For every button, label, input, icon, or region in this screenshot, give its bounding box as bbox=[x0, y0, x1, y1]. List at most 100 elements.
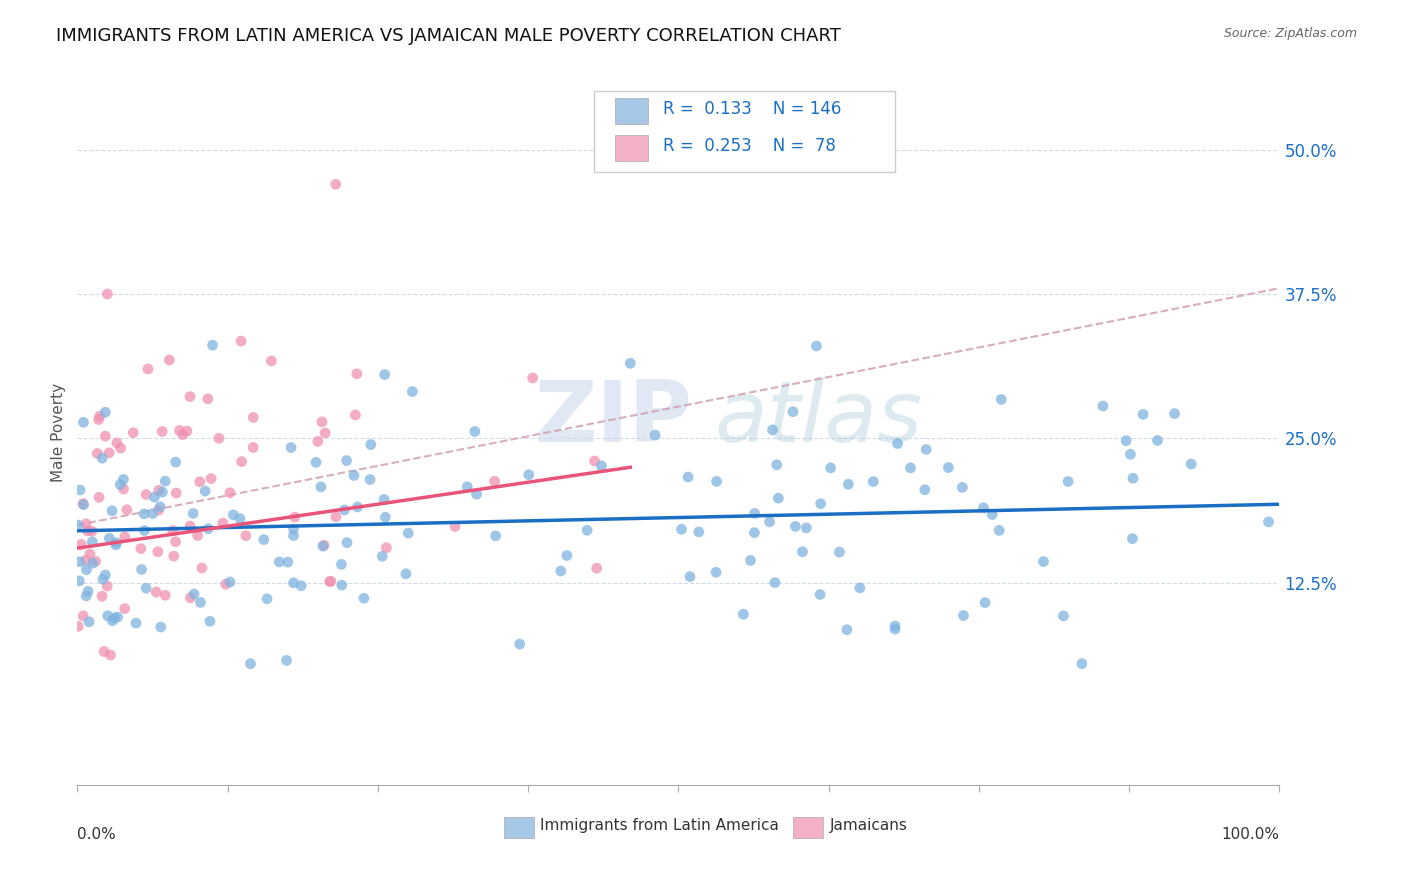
Point bbox=[125, 616, 148, 631]
Point bbox=[122, 425, 145, 440]
Point bbox=[86, 446, 108, 460]
Y-axis label: Male Poverty: Male Poverty bbox=[51, 383, 66, 483]
Point bbox=[82, 534, 104, 549]
Point bbox=[644, 428, 666, 442]
Point bbox=[283, 575, 305, 590]
Point bbox=[89, 409, 111, 424]
Point bbox=[239, 657, 262, 671]
Point bbox=[191, 561, 214, 575]
Point bbox=[484, 474, 506, 488]
Point bbox=[162, 524, 184, 538]
Point bbox=[222, 508, 245, 522]
Point bbox=[146, 545, 169, 559]
Point bbox=[98, 531, 121, 545]
Point bbox=[353, 591, 375, 606]
Point bbox=[112, 473, 135, 487]
Point bbox=[886, 436, 908, 450]
Point bbox=[359, 473, 381, 487]
Point bbox=[509, 637, 531, 651]
Point bbox=[820, 460, 842, 475]
Point bbox=[1115, 434, 1137, 448]
Point bbox=[93, 644, 115, 658]
Point bbox=[688, 524, 710, 539]
Point bbox=[330, 578, 353, 592]
Point bbox=[149, 500, 172, 514]
Point bbox=[280, 441, 302, 455]
Point bbox=[550, 564, 572, 578]
Point bbox=[169, 424, 191, 438]
Point bbox=[155, 474, 177, 488]
Point bbox=[346, 500, 368, 514]
Point bbox=[763, 575, 786, 590]
Point bbox=[318, 574, 340, 589]
Point bbox=[150, 425, 173, 439]
Point bbox=[110, 441, 132, 455]
Point bbox=[190, 595, 212, 609]
Point bbox=[104, 611, 127, 625]
Point bbox=[808, 587, 831, 601]
Point bbox=[1070, 657, 1092, 671]
Point bbox=[114, 601, 136, 615]
Point bbox=[229, 511, 252, 525]
Point bbox=[1122, 471, 1144, 485]
Point bbox=[305, 455, 328, 469]
Point bbox=[242, 441, 264, 455]
Point bbox=[862, 475, 884, 489]
Point bbox=[69, 483, 91, 497]
Point bbox=[375, 541, 398, 555]
Point bbox=[914, 483, 936, 497]
Point bbox=[988, 524, 1011, 538]
Point bbox=[260, 354, 283, 368]
Point bbox=[176, 424, 198, 438]
Point bbox=[972, 500, 994, 515]
Point bbox=[77, 584, 100, 599]
Point bbox=[522, 371, 544, 385]
Point bbox=[465, 487, 488, 501]
Bar bbox=[614, 97, 648, 124]
Text: R =  0.253    N =  78: R = 0.253 N = 78 bbox=[662, 136, 835, 155]
Point bbox=[1052, 608, 1074, 623]
Point bbox=[66, 518, 89, 533]
Point bbox=[485, 529, 508, 543]
Point bbox=[884, 622, 907, 636]
Point bbox=[79, 547, 101, 561]
Point bbox=[782, 405, 804, 419]
Point bbox=[72, 498, 94, 512]
Point bbox=[360, 437, 382, 451]
Point bbox=[72, 497, 94, 511]
Point bbox=[283, 528, 305, 542]
Point bbox=[464, 425, 486, 439]
Point bbox=[150, 485, 173, 500]
Text: IMMIGRANTS FROM LATIN AMERICA VS JAMAICAN MALE POVERTY CORRELATION CHART: IMMIGRANTS FROM LATIN AMERICA VS JAMAICA… bbox=[56, 27, 841, 45]
Point bbox=[283, 522, 305, 536]
Point bbox=[212, 516, 235, 530]
Point bbox=[837, 477, 859, 491]
Point bbox=[149, 620, 172, 634]
Point bbox=[915, 442, 938, 457]
Point bbox=[91, 451, 114, 466]
Point bbox=[849, 581, 872, 595]
Point bbox=[785, 519, 807, 533]
Point bbox=[835, 623, 858, 637]
Point bbox=[75, 516, 97, 531]
Point bbox=[284, 510, 307, 524]
Point bbox=[187, 528, 209, 542]
Point bbox=[87, 491, 110, 505]
Point bbox=[98, 446, 121, 460]
Point bbox=[706, 475, 728, 489]
Point bbox=[828, 545, 851, 559]
Point bbox=[69, 555, 91, 569]
Point bbox=[101, 614, 124, 628]
Point bbox=[172, 427, 194, 442]
Point bbox=[806, 339, 828, 353]
Point bbox=[75, 553, 97, 567]
Point bbox=[107, 610, 129, 624]
Text: atlas: atlas bbox=[714, 377, 922, 460]
Point bbox=[1057, 475, 1080, 489]
Text: Source: ZipAtlas.com: Source: ZipAtlas.com bbox=[1223, 27, 1357, 40]
Point bbox=[218, 485, 240, 500]
Point bbox=[67, 574, 90, 588]
Point bbox=[319, 574, 342, 589]
Text: R =  0.133    N = 146: R = 0.133 N = 146 bbox=[662, 100, 841, 118]
Point bbox=[181, 507, 204, 521]
